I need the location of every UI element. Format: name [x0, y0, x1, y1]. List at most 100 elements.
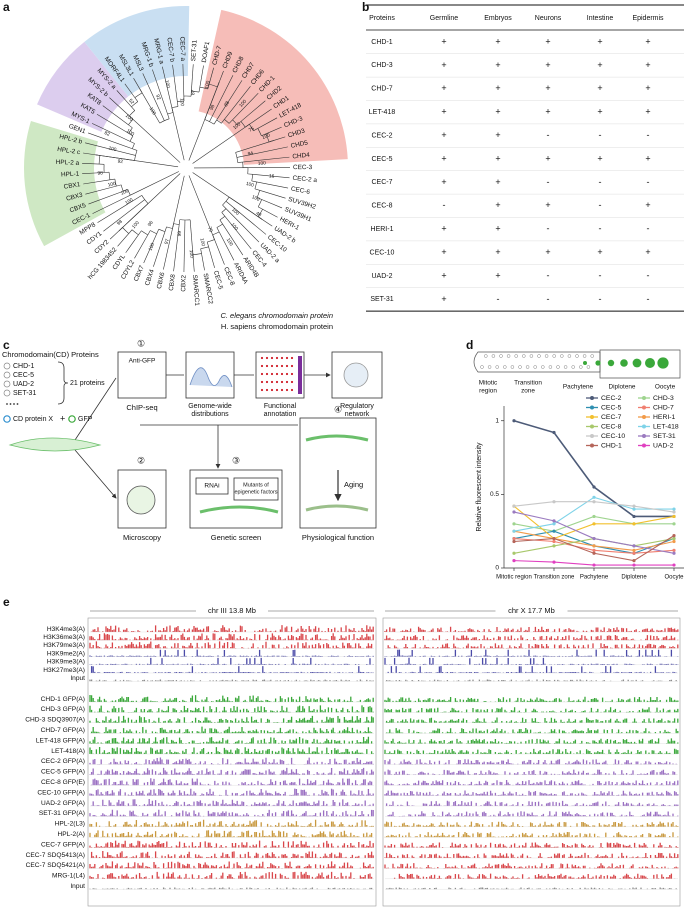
table-cell: + [545, 247, 550, 257]
oocyte-nucleus [595, 360, 600, 365]
genome-label: distributions [191, 411, 229, 418]
branch [148, 231, 150, 235]
table-cell: + [597, 60, 602, 70]
bootstrap-value: 100 [148, 106, 157, 116]
table-cell: CEC-10 [370, 249, 395, 256]
track-label: CHD-7 GFP(A) [41, 727, 85, 734]
signal-track [90, 737, 372, 744]
germ-cell [530, 355, 533, 358]
ellipsis-dot [6, 403, 8, 405]
germ-cell [488, 366, 491, 369]
track-label: CEC-8 GFP(E) [41, 779, 85, 786]
table-cell: - [647, 224, 650, 234]
table-cell: + [597, 107, 602, 117]
series-point [512, 540, 515, 543]
table-cell: + [495, 36, 500, 46]
table-cell: - [647, 130, 650, 140]
signal-track [90, 758, 373, 765]
table-header: Embryos [484, 15, 512, 22]
protein-name: CEC-5 [13, 372, 34, 379]
leaf-label: HPL-1 [61, 171, 80, 179]
germ-cell [572, 366, 575, 369]
step-number: ③ [232, 455, 240, 465]
branch [252, 181, 257, 182]
series-point [632, 505, 635, 508]
table-cell: + [597, 247, 602, 257]
series-point [552, 561, 555, 564]
legend-marker [590, 396, 594, 400]
legend-label: CHD-3 [653, 395, 674, 402]
microscopy: Microscopy [123, 533, 161, 542]
plus: + [60, 413, 65, 423]
protein-dot [4, 381, 10, 387]
branch [201, 247, 209, 249]
legend-marker [642, 406, 646, 410]
track-label: Input [70, 883, 85, 890]
branch [260, 190, 286, 198]
branch [165, 227, 167, 232]
workflow-shapes [10, 352, 382, 528]
legend-marker [642, 425, 646, 429]
signal-track [90, 633, 373, 640]
branch [174, 224, 180, 225]
signal-track [90, 641, 372, 648]
annotation-dot [271, 373, 273, 375]
table-cell: - [599, 294, 602, 304]
annotation-dot [286, 373, 288, 375]
series-point [552, 530, 555, 533]
table-cell: UAD-2 [371, 273, 392, 280]
oocyte-nucleus [645, 358, 655, 368]
series-point [672, 549, 675, 552]
germ-cell [545, 355, 548, 358]
annotation-dot [276, 373, 278, 375]
table-cell: - [647, 177, 650, 187]
annotation-dot [266, 357, 268, 359]
legend-label: CEC-5 [601, 404, 622, 411]
signal-track [385, 658, 678, 665]
table-cell: + [441, 247, 446, 257]
series-point [592, 500, 595, 503]
branch [220, 220, 223, 224]
table-cell: + [645, 36, 650, 46]
table-cell: - [647, 294, 650, 304]
series-point [672, 534, 675, 537]
germ-cell [583, 355, 586, 358]
series-point [632, 563, 635, 566]
signal-track [90, 841, 373, 848]
table-cell: CHD-3 [371, 62, 392, 69]
signal-track [90, 810, 373, 817]
branch [130, 172, 179, 196]
branch [128, 125, 132, 128]
branch [201, 249, 202, 254]
signal-track [385, 707, 678, 712]
bootstrap-value: 100 [107, 181, 116, 189]
series-point [592, 522, 595, 525]
annotation-dot [261, 389, 263, 391]
table-header: Germline [430, 15, 459, 22]
branch [118, 234, 129, 247]
branch [217, 224, 223, 227]
legend-label: CHD-7 [653, 404, 674, 411]
series-point [592, 552, 595, 555]
protein-dot [4, 363, 10, 369]
gonad-label: Oocyte [655, 384, 676, 391]
germ-cell [503, 366, 506, 369]
annotation-dot [271, 357, 273, 359]
signal-track [385, 842, 678, 847]
branch [157, 229, 159, 234]
branch [168, 112, 173, 114]
gfp: GFP [78, 416, 93, 423]
region-label: chr III 13.8 Mb [208, 606, 256, 615]
series-point [552, 522, 555, 525]
germ-cell [484, 355, 487, 358]
gonad-label: zone [521, 388, 535, 395]
legend-marker [590, 444, 594, 448]
leaf-label: SMARCC1 [191, 274, 201, 306]
branch [193, 254, 202, 255]
branch [257, 182, 288, 188]
bootstrap-value: 98 [116, 219, 124, 227]
legend-marker [642, 444, 646, 448]
y-tick-label: 1 [495, 417, 499, 424]
branch [222, 212, 225, 216]
bootstrap-value: 16 [269, 173, 275, 180]
